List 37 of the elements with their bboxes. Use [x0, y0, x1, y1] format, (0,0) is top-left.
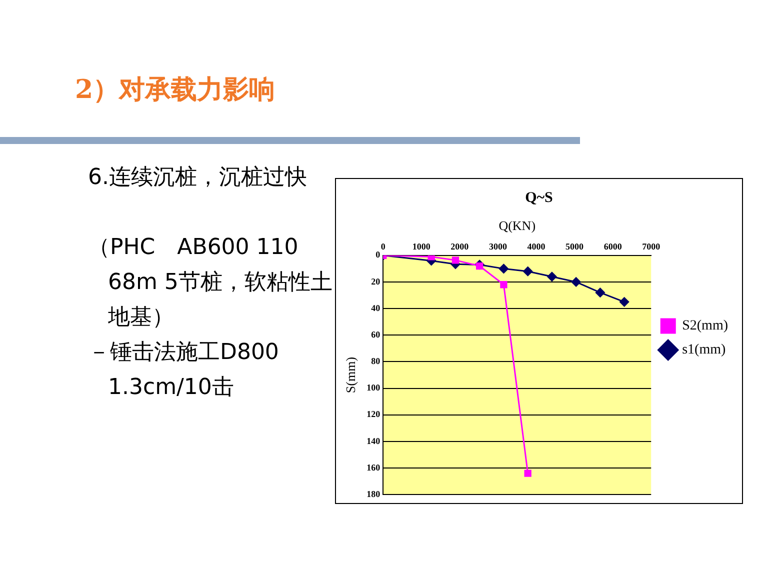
point: [547, 272, 557, 282]
point: [571, 277, 581, 287]
x-tick-label: 3000: [488, 241, 508, 252]
y-axis-title: S(mm): [343, 356, 358, 394]
point: [500, 281, 508, 288]
legend-label: S2(mm): [682, 318, 728, 334]
text: 6.连续沉桩，沉桩过快: [88, 164, 308, 192]
point: [476, 262, 484, 270]
y-tick-label: 40: [371, 302, 381, 313]
point: [620, 297, 630, 307]
x-tick-label: 4000: [527, 241, 546, 252]
text: －锤击法施工D800 1.3cm/10击: [88, 340, 279, 400]
chart-title: Q~S: [525, 190, 553, 206]
point: [524, 470, 532, 477]
x-axis-title: Q(KN): [498, 218, 536, 234]
y-tick-label: 100: [366, 382, 381, 393]
x-tick-label: 2000: [450, 241, 470, 252]
x-tick-label: 5000: [566, 241, 584, 252]
point: [452, 256, 460, 264]
y-tick-label: 160: [366, 462, 381, 472]
y-tick-label: 0: [376, 250, 381, 260]
x-tick-label: 6000: [604, 241, 622, 252]
y-tick-label: 180: [366, 488, 381, 499]
y-tick-label: 120: [366, 409, 381, 420]
y-tick-label: 80: [371, 356, 381, 366]
x-tick-label: 1000: [412, 241, 431, 252]
point: [595, 288, 605, 298]
point: [523, 266, 533, 276]
point: [498, 264, 508, 274]
legend-label: s1(mm): [682, 342, 726, 358]
y-tick-label: 140: [366, 436, 381, 446]
text: 2）对承载力影响: [75, 74, 276, 107]
y-tick-label: 60: [371, 329, 381, 340]
point: [428, 255, 435, 260]
x-tick-label: 7000: [642, 241, 661, 252]
y-tick-label: 20: [371, 276, 381, 286]
text: （PHC AB600 110 68m 5节桩，软粘性土地基）: [88, 234, 334, 332]
